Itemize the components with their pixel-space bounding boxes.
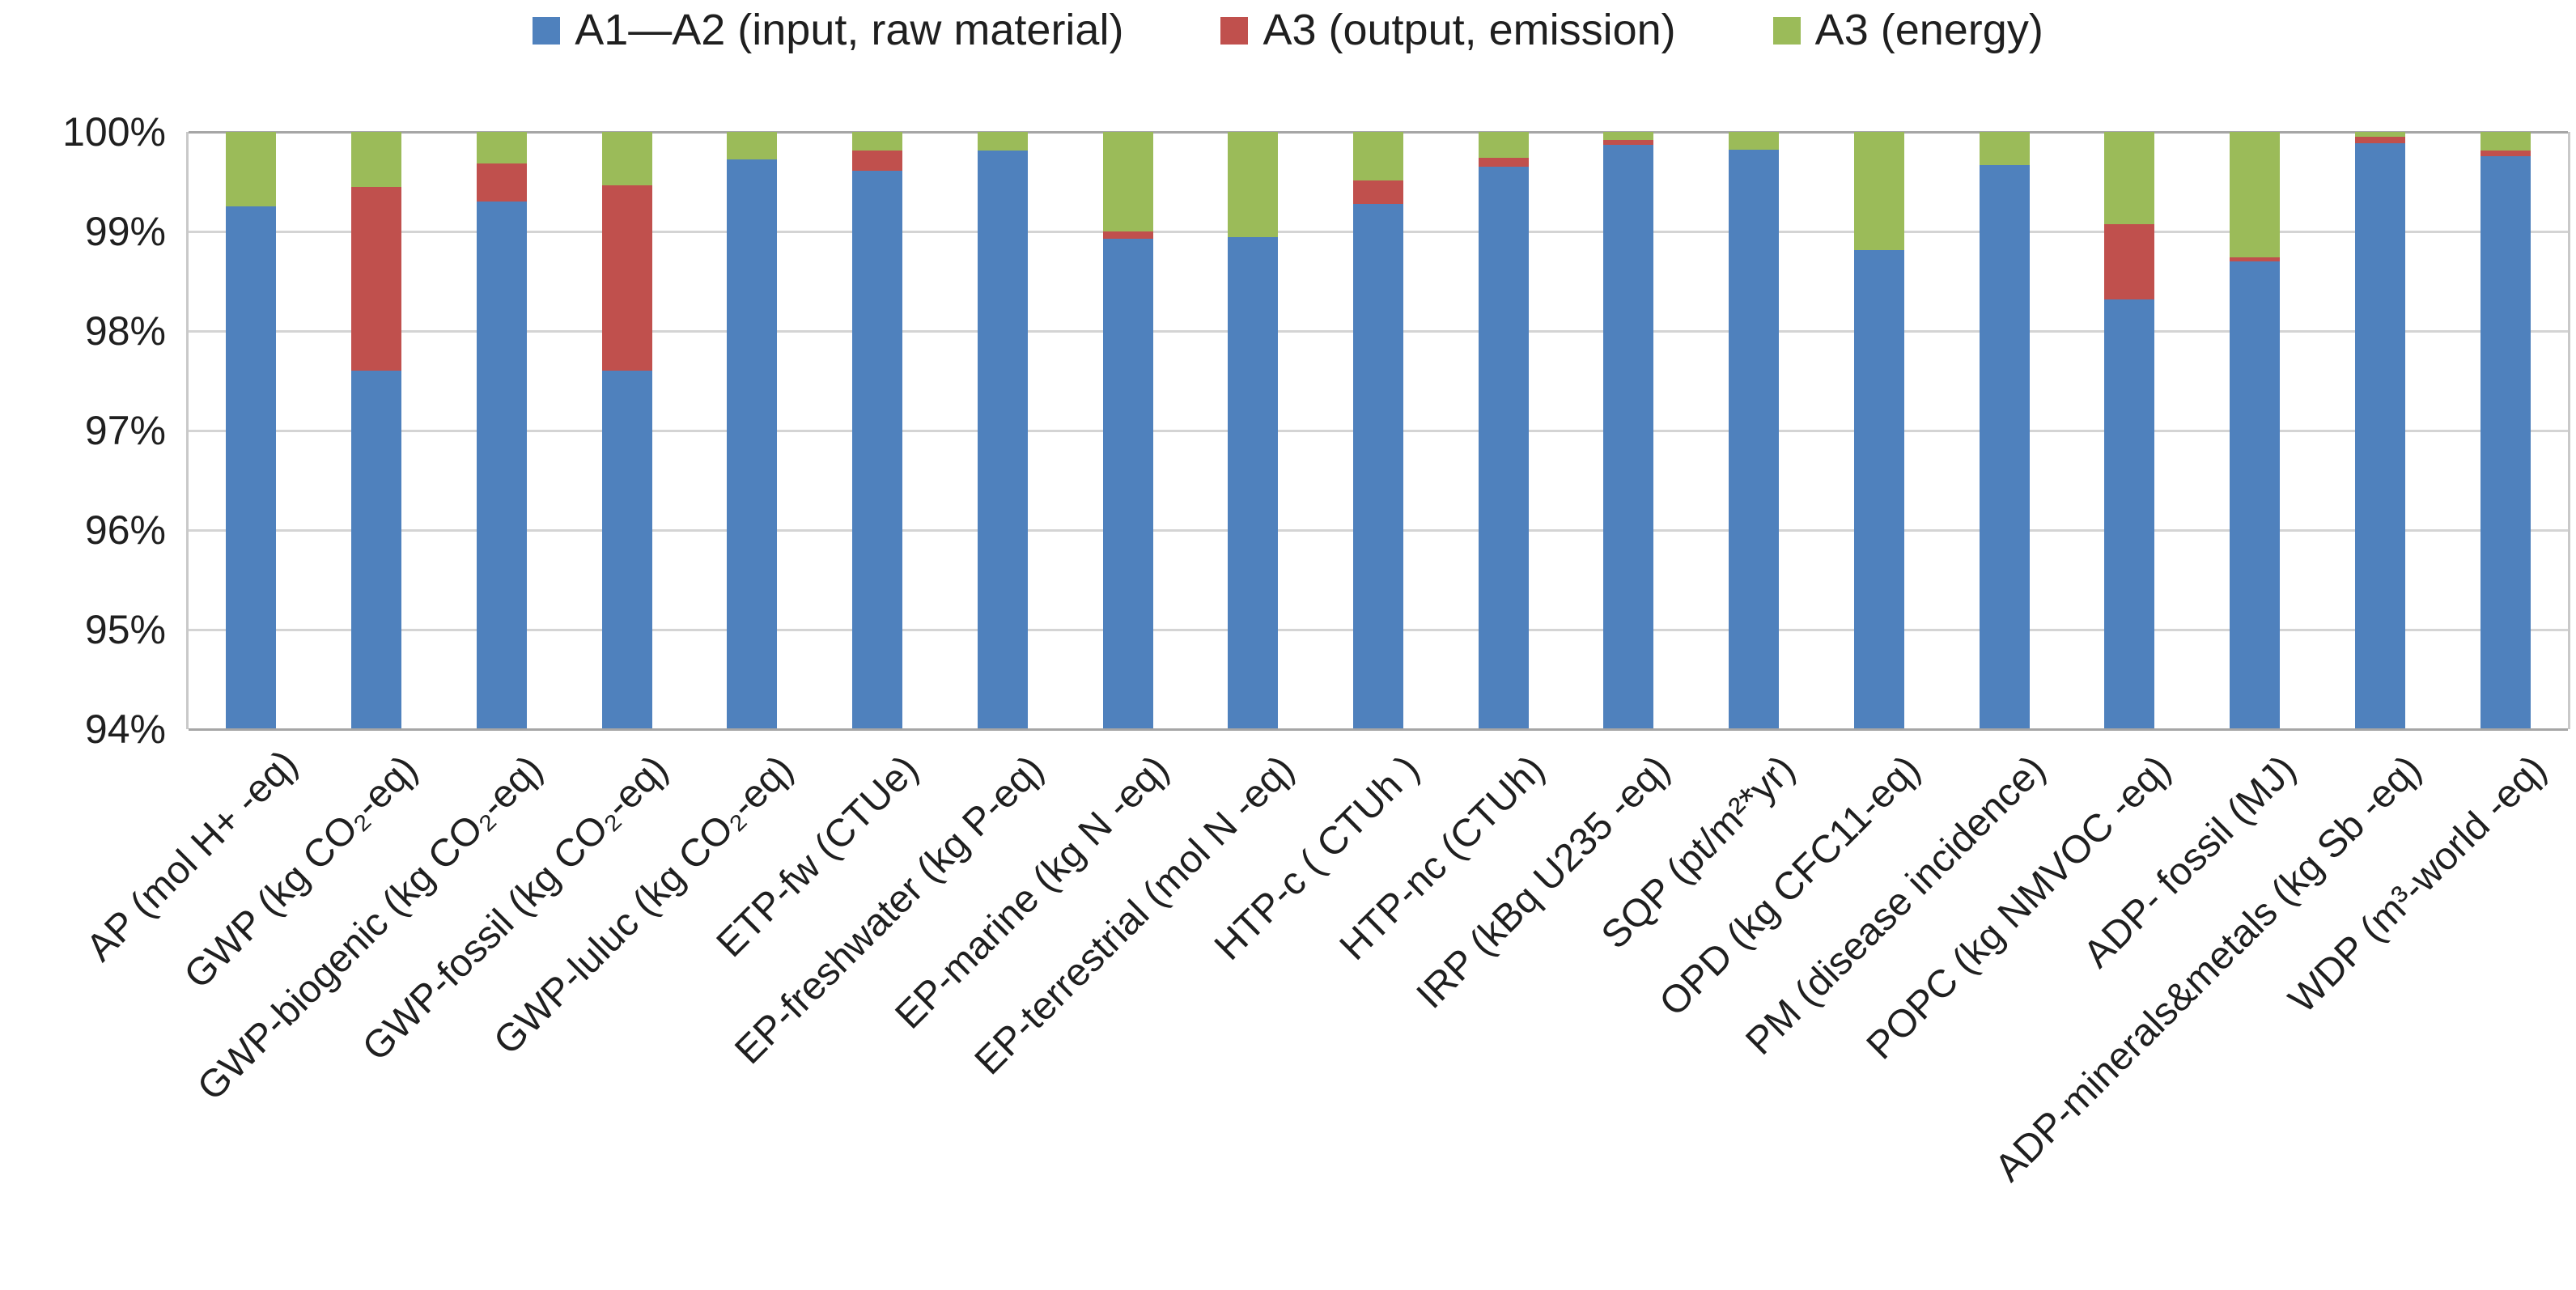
bar-segment-a3-emission <box>2480 151 2531 156</box>
bar-group <box>2230 132 2281 729</box>
bar-group <box>977 132 1028 729</box>
bar-group <box>2480 132 2531 729</box>
bar-group <box>1729 132 1780 729</box>
bar-group <box>2354 132 2405 729</box>
bar-segment-a1-a2 <box>1228 237 1279 729</box>
bar-group <box>1853 132 1904 729</box>
bar-segment-a3-energy <box>2480 132 2531 151</box>
bar-segment-a3-energy <box>226 132 277 207</box>
legend-label: A1—A2 (input, raw material) <box>575 6 1124 54</box>
bar-group <box>1102 132 1153 729</box>
gridline <box>189 130 2568 134</box>
bar-segment-a3-emission <box>476 163 527 202</box>
bar-segment-a3-energy <box>1853 132 1904 251</box>
bars-container <box>189 132 2568 729</box>
bar-segment-a3-energy <box>852 132 903 151</box>
bar-group <box>1603 132 1654 729</box>
bar-group <box>852 132 903 729</box>
bar-group <box>226 132 277 729</box>
bar-segment-a3-energy <box>476 132 527 164</box>
y-axis-tick: 94% <box>84 707 166 752</box>
bar-segment-a1-a2 <box>1979 164 2030 729</box>
bar-segment-a3-energy <box>1102 132 1153 231</box>
bar-segment-a3-emission <box>2354 137 2405 143</box>
bar-group <box>1353 132 1403 729</box>
legend-swatch-a3-energy <box>1772 16 1801 45</box>
bar-group <box>1979 132 2030 729</box>
legend-swatch-a1-a2 <box>533 16 561 45</box>
legend-item: A3 (output, emission) <box>1220 6 1676 54</box>
bar-segment-a3-emission <box>351 186 402 371</box>
bar-segment-a3-emission <box>1478 158 1529 168</box>
bar-segment-a3-emission <box>601 185 652 371</box>
x-axis-label: GWP-fossil (kg CO₂-eq) <box>354 747 677 1070</box>
bar-segment-a3-energy <box>601 132 652 186</box>
bar-segment-a1-a2 <box>476 202 527 729</box>
bar-group <box>727 132 778 729</box>
bar-segment-a1-a2 <box>2354 142 2405 729</box>
bar-segment-a3-energy <box>1603 132 1654 140</box>
bar-segment-a1-a2 <box>2104 299 2155 729</box>
plot-area <box>186 130 2570 731</box>
bar-segment-a1-a2 <box>1853 250 1904 729</box>
bar-segment-a3-energy <box>977 132 1028 151</box>
bar-segment-a1-a2 <box>2230 261 2281 729</box>
legend-label: A3 (output, emission) <box>1263 6 1676 54</box>
bar-segment-a3-emission <box>2104 224 2155 299</box>
bar-segment-a1-a2 <box>1102 238 1153 729</box>
bar-group <box>601 132 652 729</box>
y-axis-tick: 99% <box>84 209 166 254</box>
bar-segment-a1-a2 <box>1729 150 1780 729</box>
bar-segment-a1-a2 <box>601 371 652 729</box>
bar-segment-a1-a2 <box>1603 145 1654 729</box>
legend-label: A3 (energy) <box>1814 6 2043 54</box>
bar-segment-a1-a2 <box>727 159 778 729</box>
legend-swatch-a3-emission <box>1220 16 1249 45</box>
bar-segment-a3-energy <box>1353 132 1403 181</box>
bar-segment-a3-energy <box>2354 132 2405 138</box>
bar-group <box>476 132 527 729</box>
bar-segment-a1-a2 <box>1478 167 1529 729</box>
bar-segment-a3-energy <box>1729 132 1780 151</box>
bar-segment-a3-emission <box>1603 139 1654 145</box>
bar-segment-a3-energy <box>351 132 402 187</box>
y-axis-tick: 98% <box>84 308 166 354</box>
bar-segment-a3-emission <box>852 151 903 171</box>
gridline <box>189 728 2568 731</box>
y-axis-tick: 97% <box>84 408 166 453</box>
y-axis-tick: 95% <box>84 607 166 652</box>
bar-group <box>1478 132 1529 729</box>
bar-segment-a3-energy <box>1478 132 1529 158</box>
legend-item: A1—A2 (input, raw material) <box>533 6 1123 54</box>
bar-group <box>2104 132 2155 729</box>
y-axis-tick: 96% <box>84 507 166 553</box>
bar-segment-a1-a2 <box>1353 203 1403 729</box>
bar-segment-a3-emission <box>2230 257 2281 261</box>
bar-segment-a1-a2 <box>351 371 402 729</box>
bar-group <box>1228 132 1279 729</box>
legend-item: A3 (energy) <box>1772 6 2043 54</box>
bar-segment-a1-a2 <box>226 206 277 729</box>
bar-segment-a3-energy <box>1979 132 2030 165</box>
bar-segment-a3-emission <box>1353 180 1403 204</box>
bar-group <box>351 132 402 729</box>
bar-segment-a3-emission <box>1102 231 1153 239</box>
bar-segment-a3-energy <box>2230 132 2281 257</box>
bar-segment-a1-a2 <box>977 151 1028 729</box>
bar-segment-a3-energy <box>727 132 778 160</box>
chart-legend: A1—A2 (input, raw material) A3 (output, e… <box>0 6 2576 54</box>
bar-segment-a3-energy <box>2104 132 2155 225</box>
bar-segment-a3-energy <box>1228 132 1279 238</box>
bar-segment-a1-a2 <box>2480 155 2531 729</box>
y-axis-tick: 100% <box>62 109 166 155</box>
bar-segment-a1-a2 <box>852 170 903 729</box>
